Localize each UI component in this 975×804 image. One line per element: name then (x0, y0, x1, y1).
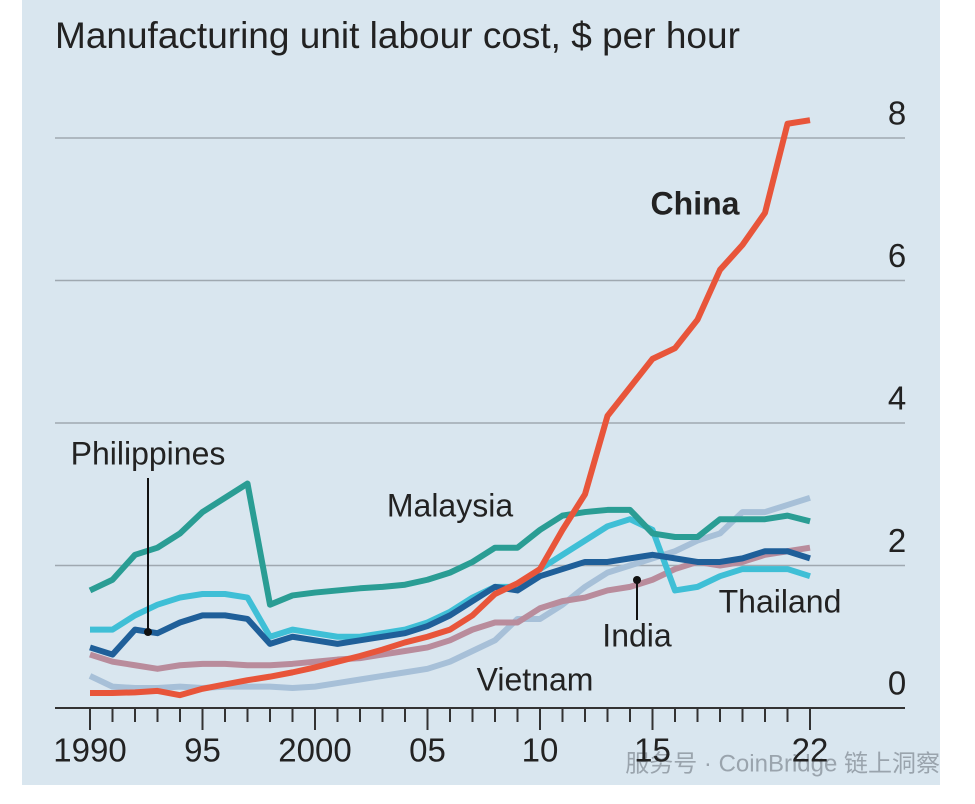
y-tick-label: 4 (888, 380, 906, 417)
series-label: Malaysia (387, 487, 513, 523)
y-tick-label: 6 (888, 237, 906, 274)
y-tick-label: 8 (888, 95, 906, 132)
watermark: 服务号 · CoinBridge 链上洞察 (625, 750, 940, 777)
x-tick-label: 95 (184, 732, 221, 769)
label-dot (633, 576, 641, 584)
label-dot (144, 628, 152, 636)
chart-title: Manufacturing unit labour cost, $ per ho… (55, 15, 740, 56)
series-label: Vietnam (477, 661, 594, 697)
series-line (90, 516, 811, 640)
x-tick-label: 22 (792, 732, 829, 769)
series-label: Thailand (719, 583, 842, 619)
y-tick-label: 2 (888, 522, 906, 559)
series-line (89, 548, 811, 658)
x-tick-label: 15 (634, 732, 671, 769)
x-tick-label: 1990 (53, 732, 126, 769)
y-tick-label: 0 (888, 665, 906, 702)
x-tick-label: 10 (522, 732, 559, 769)
series-line (88, 480, 811, 608)
series-line (89, 544, 811, 672)
series-line (90, 117, 811, 699)
series-label: Philippines (71, 435, 226, 471)
x-tick-label: 2000 (278, 732, 351, 769)
series-label: India (602, 617, 672, 653)
series-label: China (651, 185, 740, 221)
x-tick-label: 05 (409, 732, 446, 769)
